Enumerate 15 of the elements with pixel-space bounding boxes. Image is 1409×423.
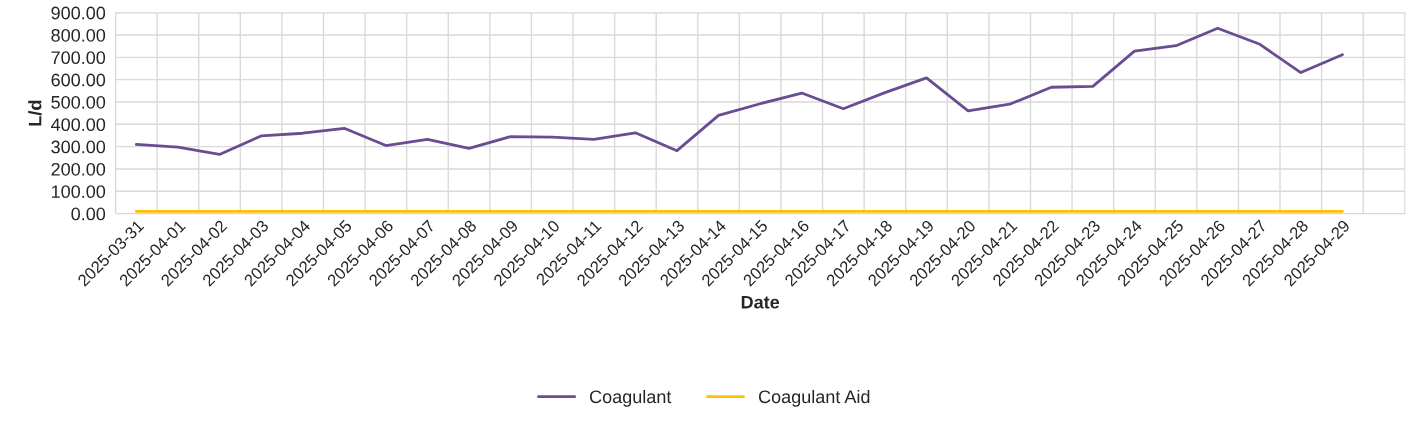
y-tick-label: 200.00 <box>51 162 106 176</box>
y-tick-label: 100.00 <box>51 185 106 199</box>
y-tick-label: 400.00 <box>51 118 106 132</box>
y-tick-label: 300.00 <box>51 140 106 154</box>
y-tick-label: 900.00 <box>51 6 106 20</box>
y-tick-label: 700.00 <box>51 51 106 65</box>
line-series <box>134 26 1344 156</box>
y-tick-label: 600.00 <box>51 73 106 87</box>
y-tick-label: 500.00 <box>51 95 106 109</box>
legend-label: Coagulant Aid <box>758 389 870 407</box>
y-axis-title: L/d <box>28 100 42 126</box>
y-tick-label: 0.00 <box>71 207 106 221</box>
legend-label: Coagulant <box>589 389 672 407</box>
y-tick-label: 800.00 <box>51 28 106 42</box>
x-axis-title: Date <box>741 295 780 309</box>
